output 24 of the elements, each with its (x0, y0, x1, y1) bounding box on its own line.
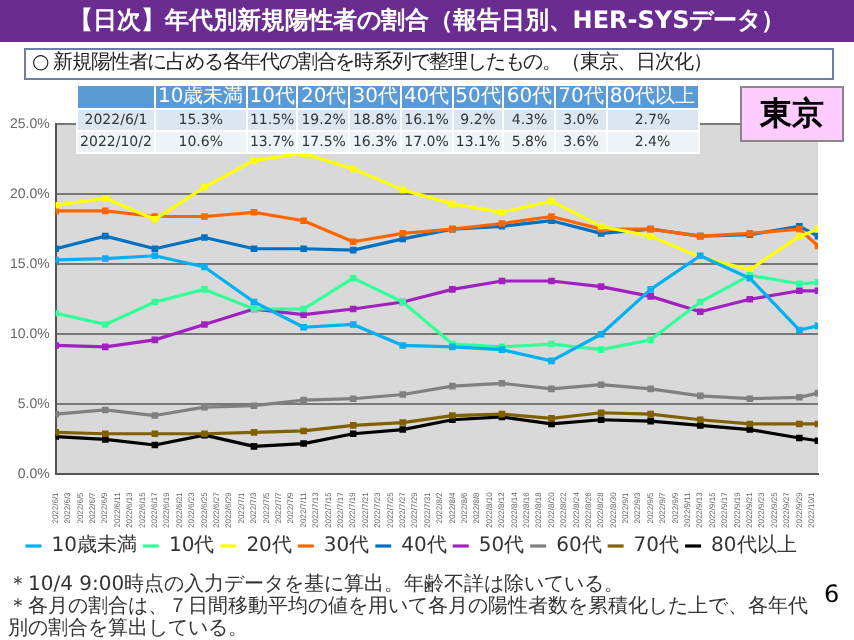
chart-title: 【日次】年代別新規陽性者の割合（報告日別、HER-SYSデータ） (0, 0, 854, 42)
legend-label: 10歳未満 (51, 533, 137, 558)
text: 6 (824, 580, 840, 608)
legend-label: 30代 (323, 535, 370, 558)
chart-subtitle: ○ 新規陽性者に占める各年代の割合を時系列で整理したもの。（東京、日次化） (24, 48, 834, 80)
x-tick-label: 30代 (349, 85, 401, 109)
x-tick-label: 80代以上 (606, 85, 699, 109)
text: ＊各月の割合は、７日間移動平均の値を用いて各月の陽性者数を累積化した上で、各年代別の割合を算出している。 (8, 596, 808, 640)
text: ＊10/4 9:00時点の入力データを基に算出。年齢不詳は除いている。 (8, 574, 625, 596)
x-tick-label: 60代 (503, 85, 556, 109)
legend-label: 80代以上 (711, 533, 797, 558)
x-tick-label: 70代 (555, 85, 607, 109)
legend-label: 70代 (633, 535, 680, 558)
x-tick-label: 10歳未満 (155, 85, 247, 109)
legend-label: 50代 (478, 535, 525, 558)
legend-label: 60代 (556, 535, 602, 558)
x-tick-label: 40代 (400, 85, 453, 109)
x-tick-label: 20代 (297, 85, 350, 109)
legend-label: 10代 (168, 535, 215, 558)
legend-label: 40代 (401, 535, 447, 558)
x-tick-label: 50代 (452, 85, 504, 109)
x-tick-label: 10代 (246, 85, 298, 109)
legend-label: 20代 (246, 535, 292, 558)
annotation: 東京 (740, 86, 844, 142)
